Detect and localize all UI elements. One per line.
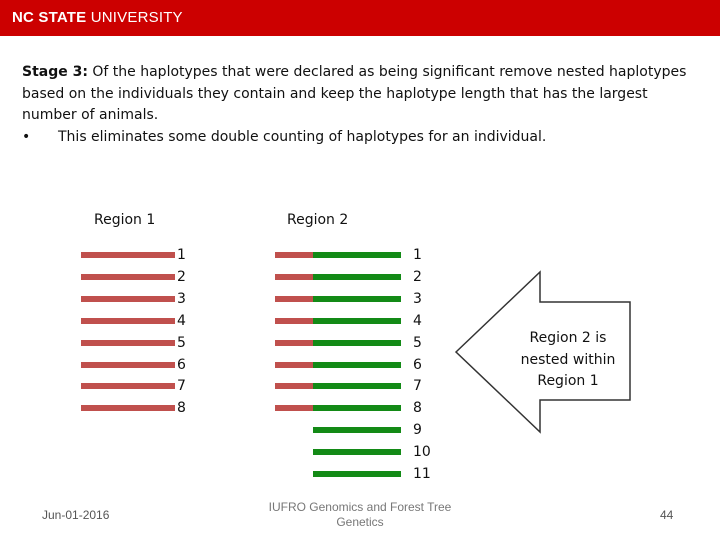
region2-row-number: 8 [413, 400, 422, 417]
region2-row-number: 11 [413, 466, 431, 482]
region2-haplotype-red-segment [275, 339, 313, 346]
region2-haplotype-red-segment [275, 405, 313, 412]
region2-haplotype-green-segment [313, 361, 401, 368]
region1-row-number: 3 [177, 290, 186, 307]
region2-haplotype-green-segment [313, 252, 401, 258]
region2-haplotype-green-segment [313, 273, 401, 280]
region1-haplotype-bar [81, 317, 175, 324]
region1-haplotype-bar [81, 273, 175, 280]
footer-date: Jun-01-2016 [42, 508, 110, 522]
region2-haplotype-green-segment [313, 317, 401, 324]
region1-row-number: 2 [177, 268, 186, 285]
region2-row-number: 7 [413, 378, 422, 395]
region1-row-number: 6 [177, 356, 186, 373]
region2-haplotype-green-segment [313, 339, 401, 346]
region1-row-number: 7 [177, 378, 186, 395]
region1-label: Region 1 [94, 212, 156, 228]
region2-row-number: 6 [413, 356, 422, 373]
region2-haplotype-red-segment [275, 252, 313, 258]
region2-haplotype-green-segment [313, 405, 401, 412]
region1-haplotype-bar [81, 361, 175, 368]
stage-description: Stage 3: Of the haplotypes that were dec… [22, 62, 702, 148]
region2-row-number: 4 [413, 312, 422, 329]
region2-row-number: 10 [413, 444, 431, 461]
region2-label: Region 2 [287, 212, 349, 228]
footer-conference: IUFRO Genomics and Forest Tree Genetics [268, 500, 452, 529]
region2-row-number: 2 [413, 268, 422, 285]
region2-haplotype-green-segment [313, 471, 401, 477]
region2-haplotype-green-segment [313, 383, 401, 390]
region2-row-number: 9 [413, 422, 422, 439]
region1-row-number: 8 [177, 400, 186, 417]
region2-haplotype-red-segment [275, 273, 313, 280]
region2-haplotype-green-segment [313, 295, 401, 302]
bullet-symbol: • [22, 128, 31, 145]
region2-haplotype-red-segment [275, 295, 313, 302]
region1-haplotype-bar [81, 339, 175, 346]
region2-haplotype-red-segment [275, 361, 313, 368]
region2-haplotype-red-segment [275, 317, 313, 324]
region1-haplotype-bar [81, 383, 175, 390]
stage-label: Stage 3: [22, 64, 88, 80]
region2-row-number: 1 [413, 247, 422, 263]
region1-haplotype-bar [81, 405, 175, 412]
region1-row-number: 1 [177, 247, 186, 263]
region1-haplotype-bar [81, 295, 175, 302]
region2-haplotype-red-segment [275, 383, 313, 390]
region1-row-number: 5 [177, 334, 186, 351]
region1-haplotype-bar [81, 252, 175, 258]
nested-callout-text: Region 2 is nested within Region 1 [520, 330, 616, 389]
bullet-text: This eliminates some double counting of … [58, 128, 547, 145]
region2-row-number: 5 [413, 334, 422, 351]
region1-row-number: 4 [177, 312, 186, 329]
left-arrow-icon [454, 270, 631, 434]
university-logo: NC STATE UNIVERSITY [12, 9, 183, 26]
page-number: 44 [660, 508, 674, 522]
bullet-item: • This eliminates some double counting of… [22, 127, 702, 149]
header-bar: NC STATE UNIVERSITY [0, 0, 720, 36]
region2-row-number: 3 [413, 290, 422, 307]
region2-haplotype-green-segment [313, 449, 401, 456]
region2-haplotype-green-segment [313, 427, 401, 434]
stage-text: Of the haplotypes that were declared as … [22, 64, 687, 123]
